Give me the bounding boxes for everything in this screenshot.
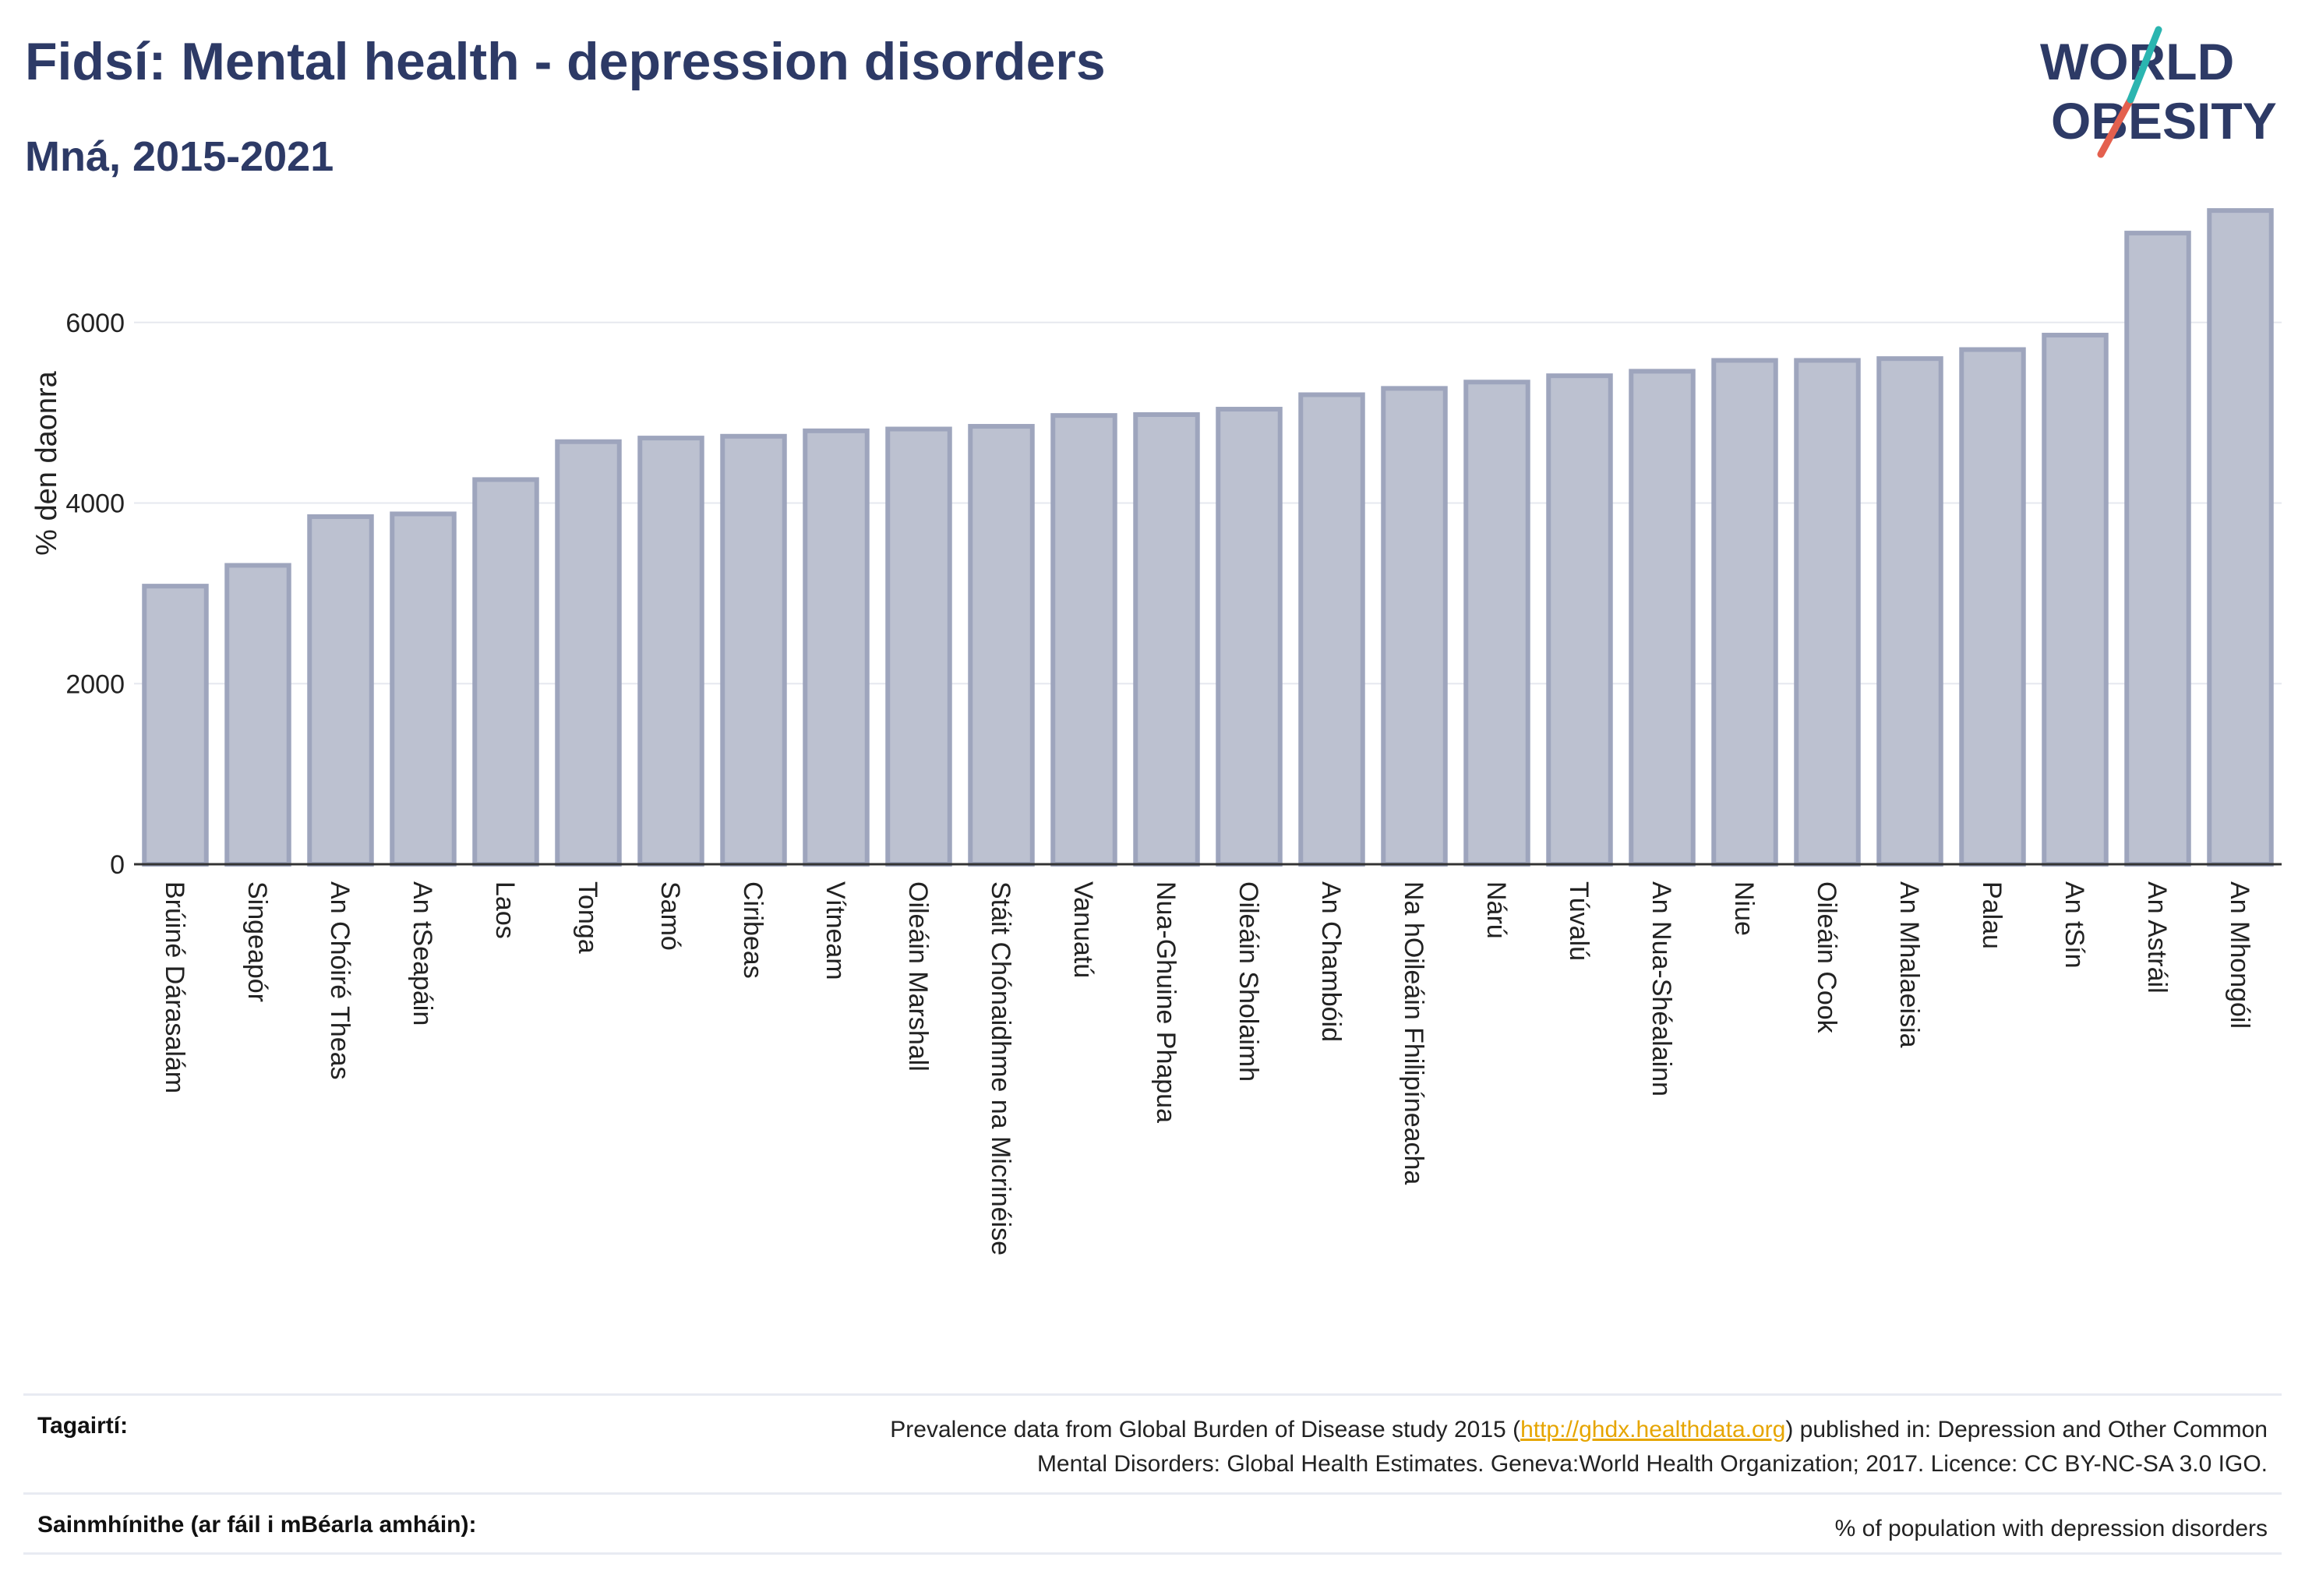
x-tick-label: Vítneam (821, 881, 850, 980)
bar (142, 584, 209, 867)
references-label: Tagairtí: (37, 1413, 129, 1439)
definitions-label: Sainmhínithe (ar fáil i mBéarla amháin): (37, 1512, 477, 1538)
world-obesity-logo: WORLD OBESITY (2040, 26, 2277, 158)
bar (885, 426, 952, 867)
bar (555, 439, 622, 867)
definitions-row: Sainmhínithe (ar fáil i mBéarla amháin):… (23, 1492, 2282, 1555)
bar (1216, 407, 1283, 867)
x-tick-label: An Chóiré Theas (325, 881, 355, 1080)
bar (1711, 358, 1778, 867)
bar (1381, 386, 1448, 867)
bar (637, 436, 704, 867)
bar (307, 514, 374, 867)
bar (224, 563, 291, 867)
x-tick-label: Oileáin Marshall (903, 881, 933, 1072)
bar (2124, 231, 2191, 867)
bar (1133, 411, 1200, 867)
x-tick-label: An tSeapáin (408, 881, 437, 1026)
bar (720, 433, 787, 867)
y-tick-label: 6000 (65, 309, 125, 338)
logo-slash-teal (2127, 26, 2162, 104)
x-tick-label: Singeapór (242, 881, 272, 1002)
bar (2207, 208, 2274, 867)
x-tick-label: Samó (655, 881, 685, 951)
bar-chart: 0 2000 4000 6000 % den daonra Brúiné Dárasalá… (30, 208, 2282, 1255)
definitions-text: % of population with depression disorder… (1834, 1516, 2268, 1541)
y-tick-label: 4000 (65, 489, 125, 519)
bar (803, 428, 870, 867)
bar (1794, 358, 1861, 867)
x-tick-label: Nua-Ghuine Phapua (1151, 881, 1181, 1123)
x-tick-label: Túvalú (1564, 881, 1594, 961)
x-tick-label: An Nua-Shéalainn (1647, 881, 1676, 1096)
x-tick-label: An Chambóid (1316, 881, 1346, 1042)
x-tick-label: An Astráil (2142, 881, 2172, 994)
x-tick-label: Brúiné Dárasalám (160, 881, 189, 1093)
chart-title: Fidsí: Mental health - depression disord… (25, 32, 1106, 91)
logo-line2: OBESITY (2051, 92, 2277, 150)
x-tick-label: Palau (1977, 881, 2007, 949)
bar (1876, 356, 1943, 867)
references-link[interactable]: http://ghdx.healthdata.org (1520, 1417, 1786, 1442)
references-text: Prevalence data from Global Burden of Di… (890, 1417, 2268, 1477)
references-row: Tagairtí: Prevalence data from Global Bu… (23, 1393, 2282, 1492)
bar (1050, 413, 1117, 867)
x-tick-label: Stáit Chónaidhme na Micrinéise (986, 881, 1015, 1255)
x-tick-label: Na hOileáin Fhilipíneacha (1399, 881, 1428, 1185)
bar (1546, 373, 1613, 867)
y-axis-label: % den daonra (30, 370, 63, 555)
bar (968, 424, 1035, 867)
bar (1959, 347, 2026, 867)
x-tick-label: Oileáin Cook (1812, 881, 1841, 1034)
x-tick-label: Laos (490, 881, 520, 939)
bar (1298, 392, 1365, 867)
x-tick-label: Vanuatú (1068, 881, 1098, 978)
x-tick-label: Tonga (573, 881, 602, 954)
bar (390, 511, 457, 867)
bar (472, 477, 539, 867)
x-tick-label: An Mhalaeisia (1894, 881, 1924, 1048)
x-tick-label: An tSín (2060, 881, 2089, 969)
x-tick-label: An Mhongóil (2225, 881, 2254, 1029)
y-tick-label: 0 (110, 850, 125, 880)
logo-slash-red (2097, 96, 2134, 158)
bar (1463, 380, 1530, 867)
x-tick-label: Ciribeas (738, 881, 768, 979)
x-tick-label: Oileáin Sholaimh (1234, 881, 1263, 1082)
bar (1629, 369, 1696, 867)
footer-table: Tagairtí: Prevalence data from Global Bu… (23, 1393, 2282, 1555)
y-tick-label: 2000 (65, 669, 125, 699)
chart-subtitle: Mná, 2015-2021 (25, 133, 334, 180)
x-tick-label: Nárú (1481, 881, 1511, 939)
bar (2042, 333, 2109, 867)
x-tick-label: Niue (1729, 881, 1759, 936)
